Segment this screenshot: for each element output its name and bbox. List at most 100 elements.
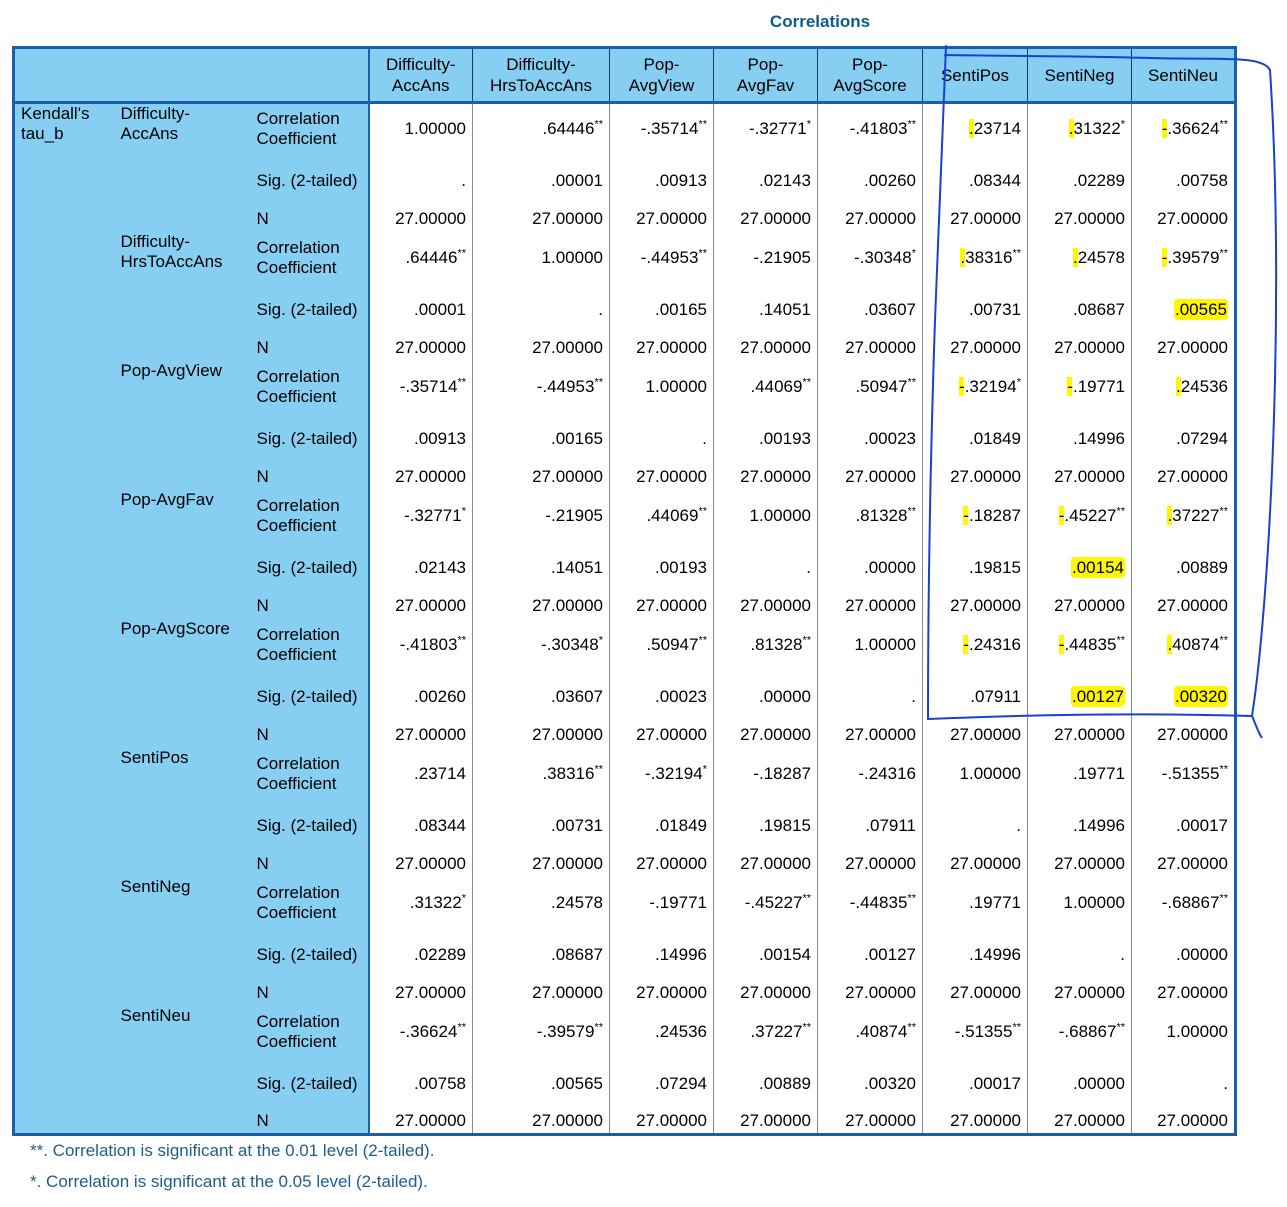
cell-value: 27.00000 — [395, 1111, 466, 1131]
cell-value: 27.00000 — [845, 725, 916, 744]
cell-value: .00731 — [969, 299, 1021, 319]
footnote-001: **. Correlation is significant at the 0.… — [30, 1141, 435, 1160]
stat-label: Sig. (2-tailed) — [250, 412, 369, 465]
cell-value: -.36624 — [399, 1021, 458, 1041]
cell-value: -.36624 — [1161, 119, 1220, 139]
table-row: Pop-AvgScore Correlation Coefficient -.418… — [14, 618, 1236, 748]
col-header: SentiNeu — [1131, 47, 1236, 104]
cell-value: 27.00000 — [532, 467, 603, 486]
significance-marker: ** — [1219, 633, 1228, 646]
significance-marker: ** — [802, 633, 811, 646]
cell-value: 27.00000 — [740, 596, 811, 615]
empty-sig-dot: . — [911, 686, 916, 706]
significance-marker: ** — [1116, 504, 1125, 517]
significance-marker: * — [461, 891, 466, 904]
significance-marker: ** — [457, 633, 466, 646]
cell-value: 27.00000 — [740, 338, 811, 357]
cell-value: 27.00000 — [845, 467, 916, 486]
cell-value: .02143 — [759, 170, 811, 190]
cell-value: 27.00000 — [740, 467, 811, 486]
cell-value: 27.00000 — [395, 596, 466, 615]
significance-marker: ** — [907, 504, 916, 517]
cell-value: .00758 — [1176, 170, 1228, 190]
cell-value: 27.00000 — [532, 209, 603, 228]
table-cell: 27.00000 — [1131, 206, 1236, 232]
cell-value: .00154 — [759, 944, 811, 964]
header-corner — [13, 47, 369, 104]
table-row: Difficulty-HrsToAccAns Correlation Coeffi… — [14, 231, 1236, 361]
table-cell: .00758 — [367, 1057, 473, 1110]
significance-marker: ** — [1116, 633, 1125, 646]
significance-marker: * — [911, 246, 916, 259]
cell-value: -.32194 — [645, 763, 703, 783]
stat-label: Sig. (2-tailed) — [250, 541, 369, 594]
table-cell: .03607 — [817, 283, 923, 336]
cell-value: .08687 — [1073, 299, 1125, 319]
cell-value: .81328 — [750, 634, 803, 654]
table-cell: -.21905 — [713, 231, 818, 284]
cell-value: .00758 — [414, 1073, 466, 1093]
table-row: Sig. (2-tailed) .08344 .00731 .01849 .19815.… — [14, 799, 1236, 852]
table-cell: .00001 — [472, 154, 610, 207]
table-cell: .38316** — [472, 747, 610, 800]
annotation-box-tail — [1251, 715, 1263, 739]
table-cell: .00565 — [472, 1057, 610, 1110]
table-cell: 27.00000 — [817, 464, 923, 490]
significance-marker: ** — [1219, 504, 1228, 517]
table-cell: 27.00000 — [1131, 980, 1236, 1006]
cell-value: .00000 — [864, 557, 916, 577]
cell-value: 27.00000 — [950, 209, 1021, 228]
stat-label: N — [250, 851, 369, 877]
table-cell: -.45227** — [713, 876, 818, 929]
table-row: SentiNeg Correlation Coefficient .31322* .2… — [14, 876, 1236, 1006]
table-cell: 27.00000 — [713, 335, 818, 361]
method-label: Kendall's tau_b — [13, 102, 115, 1135]
significance-marker: ** — [1219, 118, 1228, 131]
table-cell: .31322* — [367, 876, 473, 929]
table-cell: 27.00000 — [609, 464, 714, 490]
cell-value: 27.00000 — [395, 467, 466, 486]
cell-value: .00127 — [1071, 685, 1125, 707]
cell-value: 27.00000 — [636, 209, 707, 228]
cell-value: .00193 — [759, 428, 811, 448]
cell-value: .00023 — [655, 686, 707, 706]
cell-value: -.19771 — [1067, 376, 1125, 396]
cell-value: .14996 — [655, 944, 707, 964]
table-cell: 27.00000 — [1027, 722, 1132, 748]
significance-marker: ** — [594, 118, 603, 131]
cell-value: -.68867 — [1161, 892, 1220, 912]
table-cell: 1.00000 — [1131, 1005, 1236, 1058]
table-cell: .00758 — [1131, 154, 1236, 207]
table-cell: . — [713, 541, 818, 594]
cell-value: .38316 — [542, 763, 595, 783]
cell-value: .00889 — [759, 1073, 811, 1093]
significance-marker: ** — [1219, 762, 1228, 775]
cell-value: 27.00000 — [1157, 596, 1228, 615]
significance-marker: ** — [698, 118, 707, 131]
table-cell: . — [472, 283, 610, 336]
row-variable-label: SentiNeu — [114, 1005, 251, 1135]
table-cell: 27.00000 — [1027, 335, 1132, 361]
table-cell: 27.00000 — [713, 593, 818, 619]
cell-value: .00913 — [414, 428, 466, 448]
table-cell: .00165 — [472, 412, 610, 465]
cell-value: 27.00000 — [636, 983, 707, 1002]
cell-value: 27.00000 — [1054, 983, 1125, 1002]
cell-value: 1.00000 — [404, 119, 466, 139]
table-row: Sig. (2-tailed) .00758 .00565 .07294 .00889.… — [14, 1057, 1236, 1110]
cell-value: .64446 — [405, 247, 458, 267]
cell-value: .01849 — [655, 815, 707, 835]
table-cell: .07911 — [817, 799, 923, 852]
table-cell: .00165 — [609, 283, 714, 336]
row-variable-label: SentiNeg — [114, 876, 251, 1006]
table-cell: 27.00000 — [922, 593, 1028, 619]
table-row: N 27.00000 27.00000 27.00000 27.00000 27.0000… — [14, 851, 1236, 877]
cell-value: -.41803 — [399, 634, 458, 654]
table-row: N 27.00000 27.00000 27.00000 27.00000 27.0000… — [14, 1109, 1236, 1135]
cell-value: -.19771 — [649, 892, 707, 912]
cell-value: .00913 — [655, 170, 707, 190]
table-cell: 27.00000 — [1027, 206, 1132, 232]
table-cell: . — [922, 799, 1028, 852]
table-cell: 27.00000 — [817, 1109, 923, 1135]
table-cell: .81328** — [817, 489, 923, 542]
